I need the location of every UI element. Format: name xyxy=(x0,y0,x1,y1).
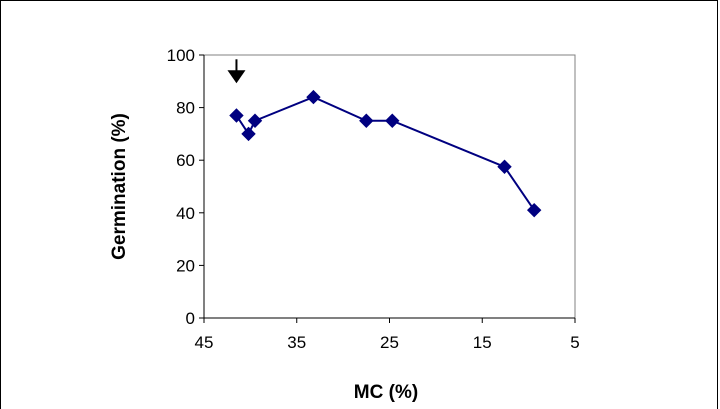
data-point xyxy=(526,202,542,218)
x-tick-label: 45 xyxy=(195,333,214,352)
x-tick-label: 5 xyxy=(570,333,579,352)
data-point xyxy=(385,113,400,128)
annotation-layer xyxy=(227,59,246,84)
data-point xyxy=(359,113,374,128)
data-point xyxy=(247,113,263,128)
x-tick-label: 15 xyxy=(473,333,492,352)
data-point xyxy=(229,108,244,123)
plot-area xyxy=(203,54,576,319)
y-tick-label: 80 xyxy=(176,99,195,118)
data-point xyxy=(497,159,512,174)
x-axis-title: MC (%) xyxy=(354,382,418,403)
x-axis-ticks: 45 35 25 15 5 xyxy=(195,318,580,352)
y-tick-label: 60 xyxy=(176,151,195,170)
series-layer xyxy=(229,89,542,218)
y-axis-title: Germination (%) xyxy=(109,113,130,260)
x-tick-label: 25 xyxy=(380,333,399,352)
y-tick-label: 100 xyxy=(167,46,195,65)
data-point xyxy=(306,89,321,105)
arrow-down-icon xyxy=(227,59,246,84)
data-point xyxy=(241,126,256,142)
x-tick-label: 35 xyxy=(287,333,306,352)
y-tick-label: 0 xyxy=(186,309,195,328)
y-axis-ticks: 0 20 40 60 80 100 xyxy=(167,46,204,328)
y-tick-label: 40 xyxy=(176,204,195,223)
y-tick-label: 20 xyxy=(176,256,195,275)
